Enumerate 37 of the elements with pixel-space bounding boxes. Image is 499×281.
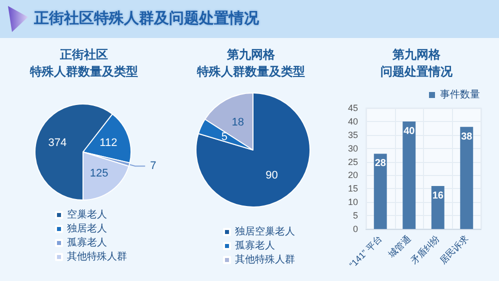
y-tick-label: 40 bbox=[348, 116, 358, 126]
data-label: 5 bbox=[221, 130, 228, 143]
legend-label: 独居老人 bbox=[67, 222, 107, 234]
data-label: 18 bbox=[232, 116, 244, 128]
data-label: 90 bbox=[266, 169, 278, 182]
y-tick-label: 30 bbox=[348, 143, 358, 154]
chart-title: 正街社区 bbox=[59, 48, 108, 62]
y-tick-label: 20 bbox=[348, 170, 358, 180]
data-label: 40 bbox=[404, 126, 416, 137]
data-label: 374 bbox=[48, 137, 67, 150]
data-label: 28 bbox=[374, 158, 386, 170]
y-tick-label: 15 bbox=[348, 184, 358, 194]
y-tick-label: 0 bbox=[352, 224, 358, 234]
legend-label: 事件数量 bbox=[440, 88, 480, 100]
y-tick-label: 25 bbox=[348, 156, 358, 167]
chart-subtitle: 特殊人群数量及类型 bbox=[29, 64, 138, 78]
legend-label: 其他特殊人群 bbox=[67, 250, 127, 262]
y-tick-label: 5 bbox=[352, 210, 358, 221]
x-tick-label: 居民诉求 bbox=[438, 233, 470, 266]
legend-label: 孤寡老人 bbox=[235, 240, 275, 252]
legend-label: 空巢老人 bbox=[67, 208, 107, 220]
data-label: 38 bbox=[461, 131, 473, 142]
y-tick-label: 45 bbox=[348, 103, 358, 113]
legend-label: 孤寡老人 bbox=[67, 236, 107, 248]
chart-subtitle: 问题处置情况 bbox=[380, 64, 454, 78]
legend-label: 其他特殊人群 bbox=[235, 254, 295, 266]
chart-title: 第九网格 bbox=[392, 48, 442, 62]
data-label: 16 bbox=[432, 190, 444, 202]
y-tick-label: 35 bbox=[348, 130, 358, 140]
data-label: 7 bbox=[150, 160, 156, 172]
chart-title: 第九网格 bbox=[226, 48, 276, 62]
legend-label: 独居空巢老人 bbox=[235, 226, 295, 238]
y-tick-label: 10 bbox=[348, 197, 358, 208]
text: 正街社区特殊人群及问题处置情况 bbox=[34, 9, 259, 28]
data-label: 125 bbox=[90, 168, 108, 180]
chart-subtitle: 特殊人群数量及类型 bbox=[196, 64, 305, 78]
data-label: 112 bbox=[100, 136, 118, 149]
